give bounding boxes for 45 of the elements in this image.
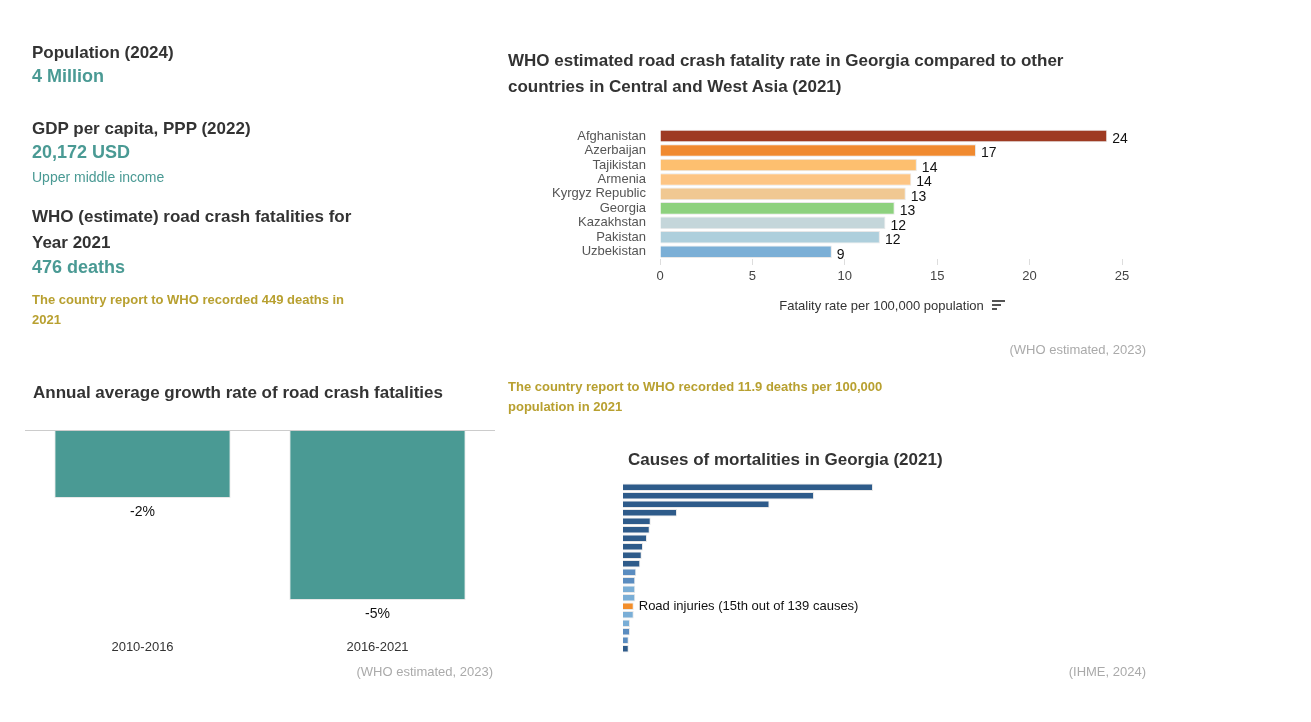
data-label: 13	[899, 202, 916, 219]
x-tick-label: 0	[656, 268, 664, 284]
data-label: 9	[836, 245, 845, 262]
data-label: -2%	[130, 502, 155, 519]
data-label: 17	[981, 144, 997, 161]
y-tick-label: Afghanistan	[577, 127, 646, 143]
x-tick-label: 2010-2016	[111, 639, 174, 655]
x-tick-label: 5	[748, 268, 757, 284]
text: 4 Million	[32, 66, 105, 87]
data-label: 12	[884, 231, 901, 248]
text: Population (2024)	[32, 42, 175, 64]
data-label: 13	[910, 187, 927, 204]
data-label: -5%	[365, 604, 390, 621]
x-tick-label: 15	[929, 268, 945, 284]
text: 476 deaths	[32, 257, 127, 278]
text: (WHO estimated, 2023)	[1008, 342, 1146, 357]
x-tick-label: 20	[1022, 268, 1037, 284]
y-tick-label: Azerbaijan	[584, 142, 646, 158]
x-tick-label: 2016-2021	[346, 639, 409, 655]
y-tick-label: Kyrgyz Republic	[552, 185, 647, 201]
chart-title: Causes of mortalities in Georgia (2021)	[628, 449, 944, 471]
text: (IHME, 2024)	[1067, 664, 1146, 679]
text: The country report to WHO recorded 449 deaths in 2021	[32, 291, 346, 329]
y-tick-label: Armenia	[597, 171, 647, 187]
chart-title: Annual average growth rate of road crash fatalities	[33, 382, 444, 404]
y-tick-label: Road injuries (15th out of 139 causes)	[638, 597, 859, 613]
text: (WHO estimated, 2023)	[355, 664, 493, 679]
text: WHO (estimate) road crash fatalities for Year 2021	[32, 206, 353, 254]
data-label: 14	[921, 158, 938, 175]
chart-title: WHO estimated road crash fatality rate in Georgia compared to other countries in Central and West Asia (2021)	[508, 50, 1065, 98]
x-tick-label: 25	[1114, 268, 1130, 284]
text: The country report to WHO recorded 11.9 deaths per 100,000 population in 2021	[508, 378, 884, 416]
x-axis-title: Fatality rate per 100,000 population	[779, 298, 984, 313]
text: GDP per capita, PPP (2022)	[32, 118, 252, 140]
data-label: 14	[916, 173, 933, 190]
text: Upper middle income	[32, 169, 166, 185]
x-tick-label: 10	[837, 268, 853, 284]
y-tick-label: Georgia	[599, 199, 647, 215]
y-tick-label: Kazakhstan	[578, 214, 646, 230]
data-label: 24	[1112, 129, 1128, 146]
y-tick-label: Tajikistan	[592, 156, 646, 172]
y-tick-label: Uzbekistan	[581, 243, 646, 259]
text: 20,172 USD	[32, 142, 132, 163]
y-tick-label: Pakistan	[596, 228, 646, 244]
data-label: 12	[890, 216, 907, 233]
